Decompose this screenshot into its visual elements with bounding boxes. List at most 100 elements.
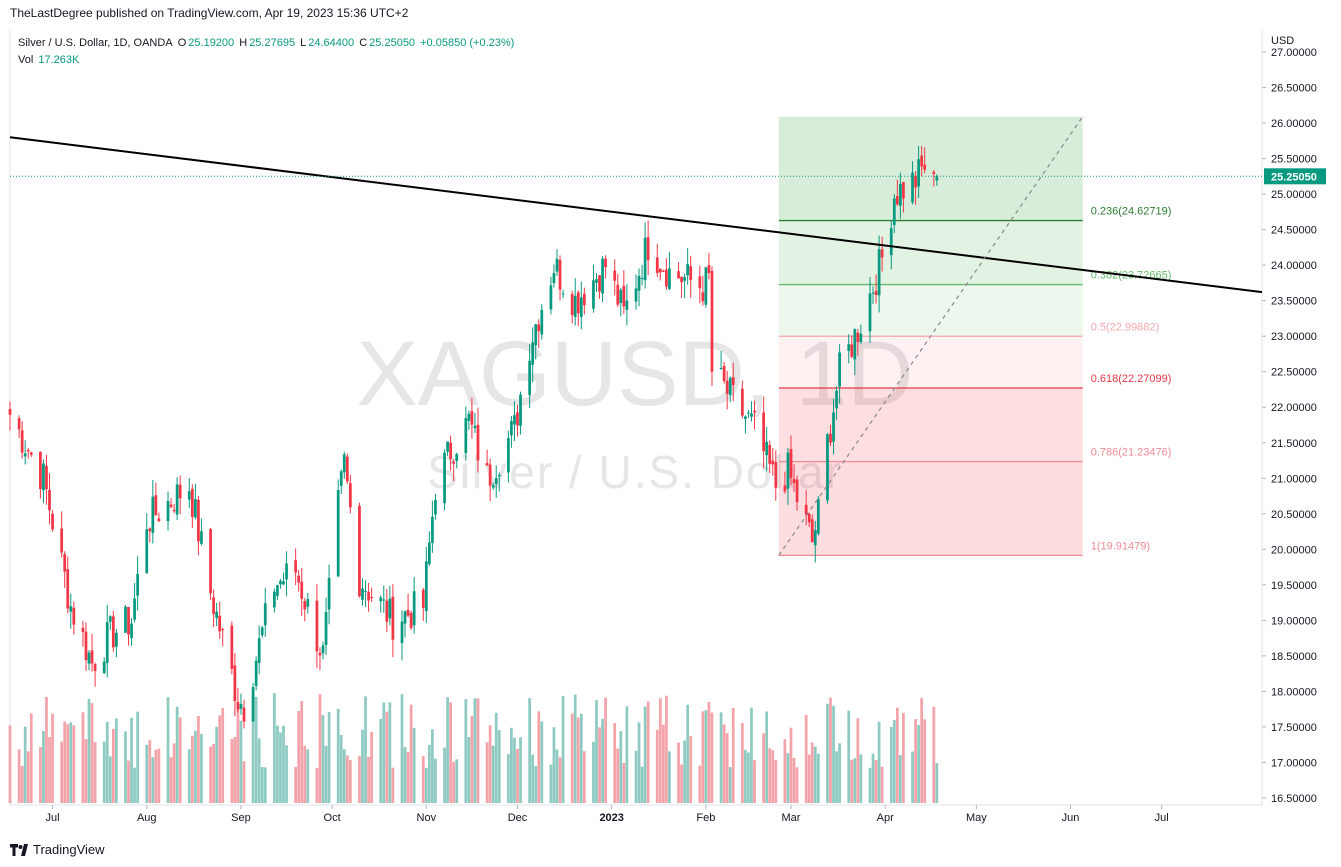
volume-bar — [315, 767, 319, 803]
volume-bar — [810, 742, 814, 803]
candle-body — [555, 258, 559, 272]
candle-body — [813, 530, 817, 546]
fib-level-label: 0.786(21.23476) — [1091, 447, 1172, 459]
volume-bar — [23, 726, 27, 803]
volume-bar — [102, 741, 106, 803]
candle — [315, 584, 319, 669]
symbol-name[interactable]: Silver / U.S. Dollar, 1D, OANDA — [18, 37, 173, 49]
candle — [81, 620, 85, 647]
candle — [491, 482, 495, 490]
volume-bar — [105, 721, 109, 803]
price-tick-label: 24.00000 — [1271, 260, 1317, 272]
candle — [485, 449, 489, 466]
candle-body — [510, 421, 513, 436]
candle-body — [406, 609, 410, 616]
volume-bar — [552, 727, 556, 803]
candle-body — [789, 449, 793, 478]
price-axis[interactable]: 16.50000 17.00000 17.50000 18.00000 18.50000… — [1262, 47, 1317, 805]
candle-body — [51, 513, 54, 530]
time-tick-label: Feb — [696, 812, 715, 824]
candle-body — [892, 198, 896, 225]
candle-body — [701, 292, 705, 302]
volume-bar — [8, 725, 12, 803]
ohlc-row: Silver / U.S. Dollar, 1D, OANDA O 25.1920… — [18, 35, 516, 52]
candle — [579, 281, 583, 330]
candle-body — [124, 606, 127, 633]
candle — [17, 415, 21, 439]
drawings[interactable] — [9, 116, 1263, 556]
fib-zone — [778, 220, 1083, 285]
candle — [194, 483, 197, 520]
candle — [601, 256, 604, 303]
volume-bar — [816, 753, 820, 803]
volume-bar — [282, 725, 285, 803]
candle-body — [677, 271, 680, 279]
volume-bar — [874, 760, 878, 803]
candle-body — [400, 621, 404, 644]
candle-body — [260, 627, 264, 636]
volume-bar — [540, 721, 544, 803]
volume-bar — [838, 743, 841, 803]
candle — [72, 601, 76, 635]
volume-bar — [680, 764, 683, 803]
candle-body — [740, 388, 744, 416]
candle — [856, 328, 860, 356]
candle — [178, 475, 182, 515]
tradingview-logo-icon — [10, 843, 28, 856]
fib-retracement[interactable]: 0.236(24.62719)0.382(23.72665)0.5(22.998… — [778, 116, 1172, 557]
candle-body — [409, 613, 413, 628]
candle-body — [81, 627, 85, 632]
candle-body — [877, 249, 881, 296]
candle — [279, 578, 282, 589]
candle-body — [151, 496, 155, 533]
candle-body — [48, 490, 51, 511]
volume-bar — [297, 711, 301, 803]
candle — [282, 572, 285, 585]
candle-body — [105, 622, 109, 663]
candle — [464, 406, 468, 461]
volume-bar — [130, 717, 133, 803]
candle — [169, 498, 173, 509]
volume-bar — [239, 720, 243, 803]
candle — [683, 273, 686, 299]
candle-body — [306, 599, 310, 607]
candle — [8, 401, 12, 431]
candle — [166, 491, 170, 531]
volume-bar — [555, 749, 559, 803]
volume-bar — [63, 721, 67, 803]
volume-bar — [622, 762, 626, 803]
candle — [680, 276, 683, 298]
volume-bar — [835, 751, 838, 803]
candle-body — [114, 632, 118, 647]
candle — [127, 606, 130, 646]
time-axis[interactable]: Jul Aug Sep Oct Nov Dec 2023 Feb Mar Apr May Jun Jul — [46, 805, 1169, 824]
candle-body — [601, 258, 604, 294]
candle-body — [911, 172, 914, 203]
candle — [321, 641, 325, 660]
price-tick-label: 27.00000 — [1271, 47, 1317, 59]
candle-body — [29, 452, 33, 455]
candle — [646, 220, 650, 276]
candle-body — [23, 453, 27, 457]
volume-bars — [8, 693, 939, 803]
candle — [215, 602, 219, 627]
volume-bar — [194, 730, 197, 803]
candle-body — [215, 611, 219, 619]
candle-body — [169, 504, 173, 507]
volume-value: 17.263K — [38, 54, 80, 66]
last-price-label: 25.25050 — [1271, 171, 1317, 183]
footer-brand[interactable]: TradingView — [33, 842, 105, 857]
candle-body — [753, 410, 756, 413]
candle-body — [108, 616, 112, 622]
candle-body — [339, 471, 343, 486]
publisher-header: TheLastDegree published on TradingView.c… — [10, 6, 409, 20]
candle — [604, 255, 607, 279]
candle-body — [464, 418, 468, 454]
price-tick-label: 18.50000 — [1271, 651, 1317, 663]
volume-bar — [452, 761, 456, 803]
candle — [102, 657, 106, 674]
candle-body — [148, 528, 152, 532]
candle-body — [923, 164, 927, 170]
candle-body — [157, 518, 161, 522]
